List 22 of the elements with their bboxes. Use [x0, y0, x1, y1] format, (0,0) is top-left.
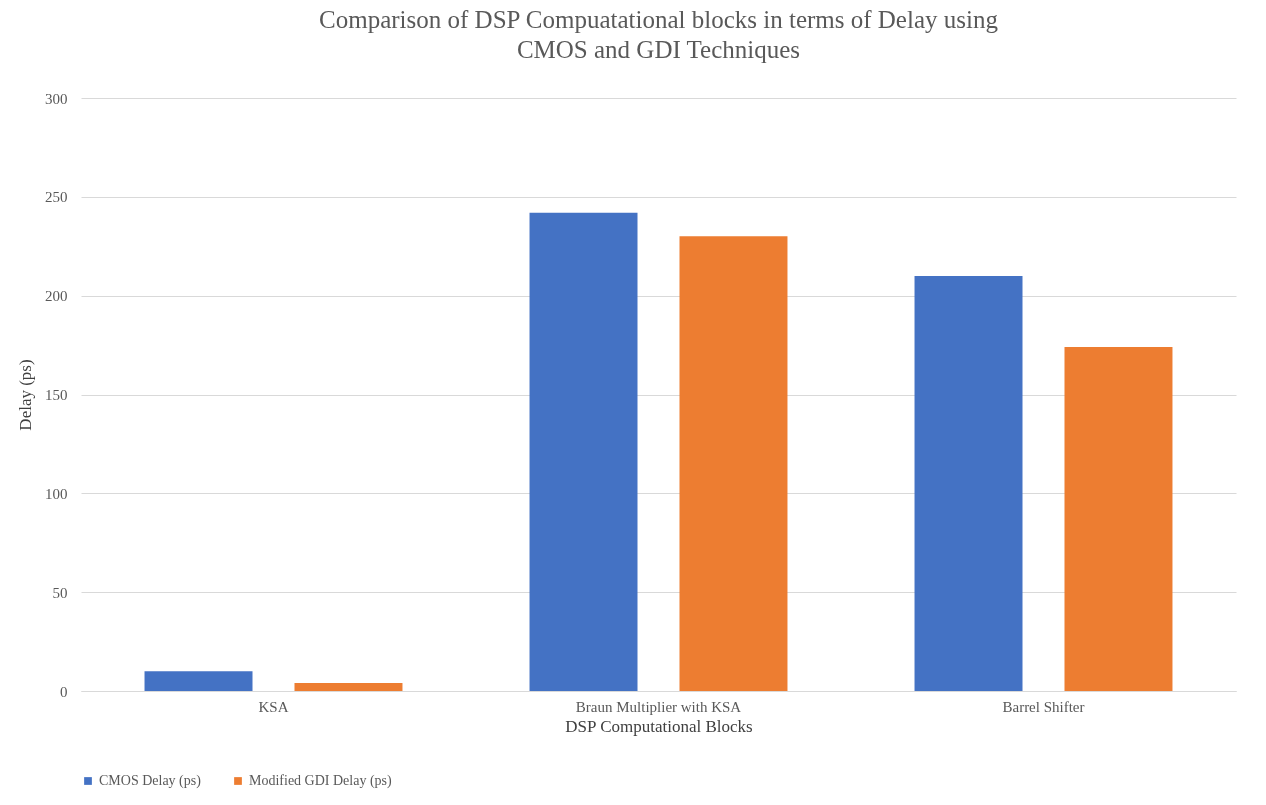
text: CMOS and GDI Techniques — [516, 36, 801, 63]
bar — [529, 212, 638, 691]
bar — [679, 236, 788, 691]
x-tick-label: Braun Multiplier with KSA — [575, 698, 742, 715]
y-tick-label: 0 — [60, 683, 68, 700]
bar — [294, 683, 403, 691]
y-tick-label: 100 — [45, 485, 68, 502]
bar — [1064, 347, 1173, 691]
legend-label: CMOS Delay (ps) — [99, 773, 202, 789]
x-tick-label: KSA — [258, 698, 289, 715]
y-tick-label: 250 — [45, 189, 68, 206]
text: Comparison of DSP Compuatational blocks in terms of Delay using — [319, 6, 998, 33]
y-tick-label: 200 — [45, 288, 68, 305]
x-tick-label: Barrel Shifter — [1002, 698, 1085, 715]
x-axis-title: DSP Computational Blocks — [565, 716, 753, 736]
y-tick-label: 150 — [45, 387, 68, 403]
y-tick-label: 300 — [45, 90, 68, 107]
bar — [144, 671, 253, 691]
legend-label: Modified GDI Delay (ps) — [249, 773, 393, 789]
bar — [914, 275, 1023, 691]
y-tick-label: 50 — [52, 584, 68, 601]
y-axis-title: Delay (ps) — [16, 359, 35, 431]
